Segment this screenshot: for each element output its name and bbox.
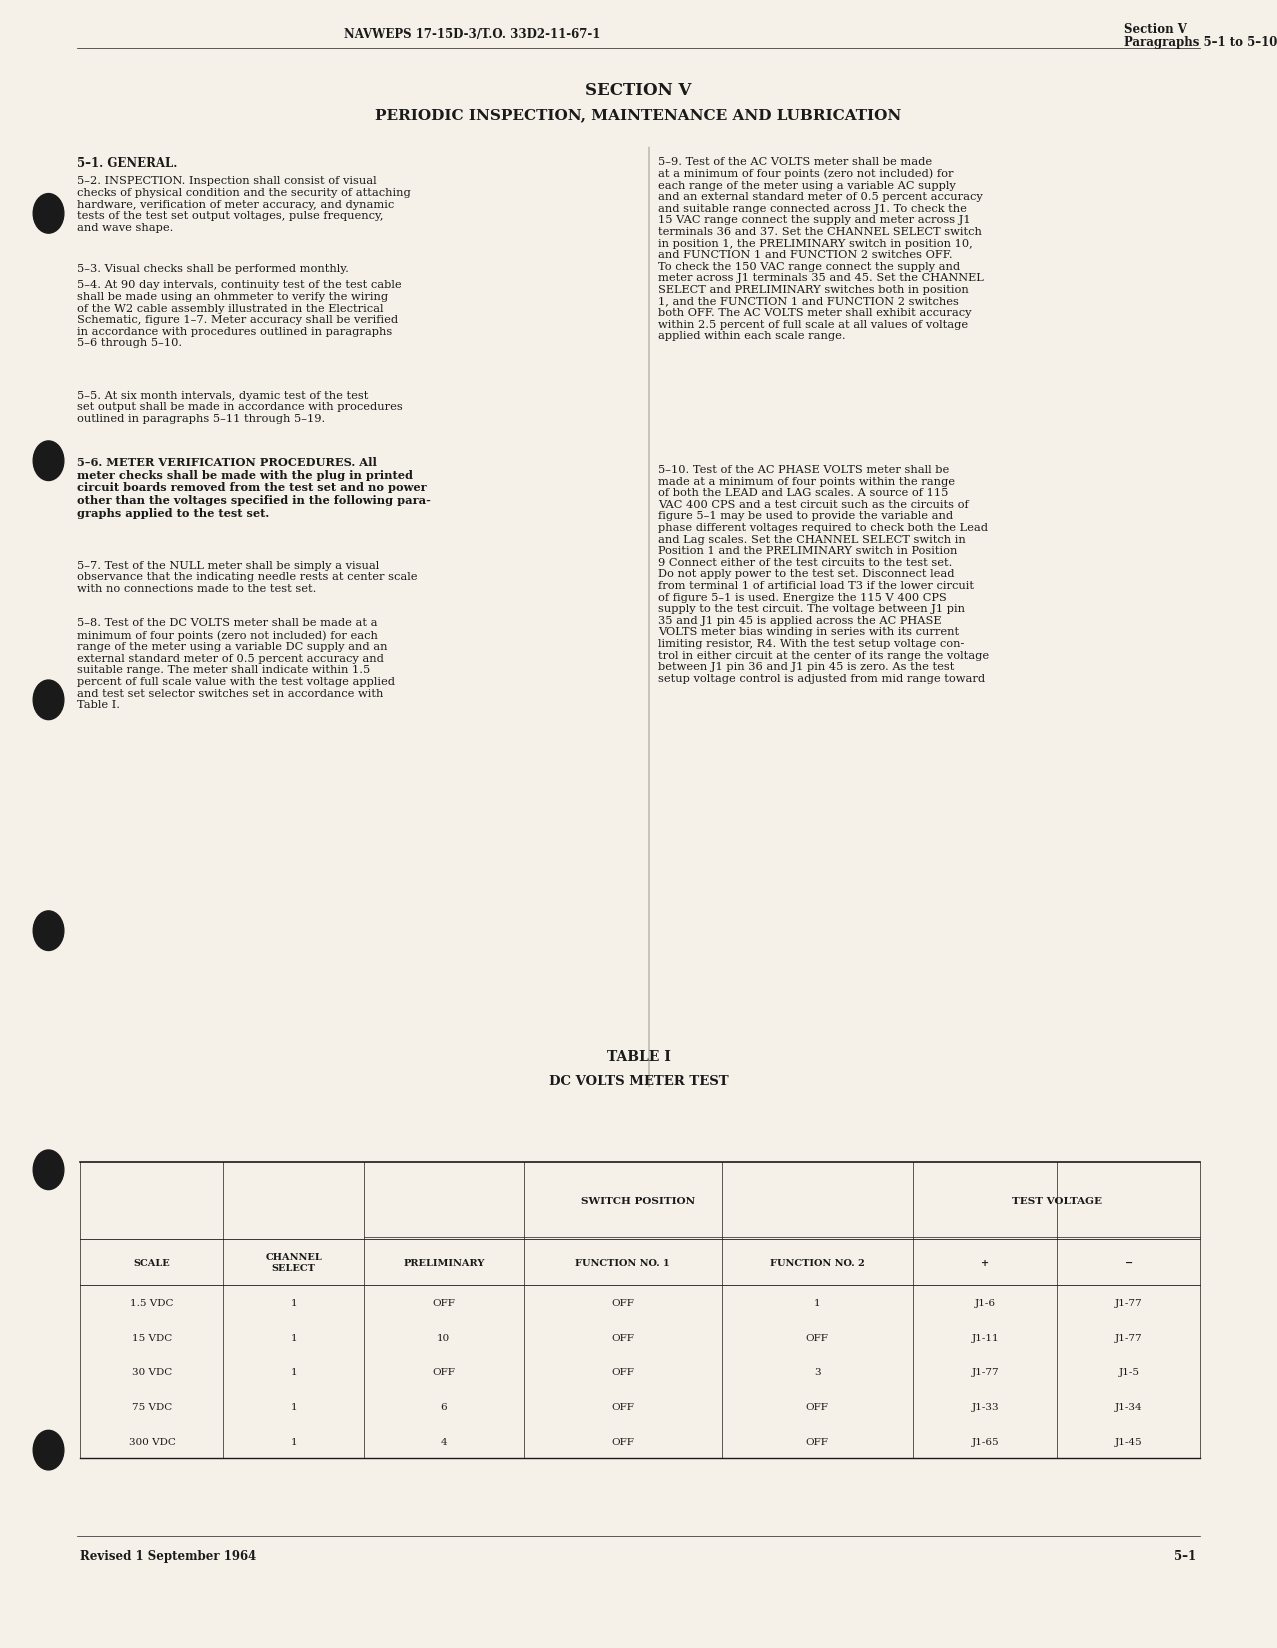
Text: J1-65: J1-65 [972,1437,999,1445]
Text: PERIODIC INSPECTION, MAINTENANCE AND LUBRICATION: PERIODIC INSPECTION, MAINTENANCE AND LUB… [375,109,902,122]
Circle shape [33,1430,64,1470]
Text: OFF: OFF [433,1299,455,1307]
Text: FUNCTION NO. 1: FUNCTION NO. 1 [575,1257,670,1267]
Text: TEST VOLTAGE: TEST VOLTAGE [1011,1196,1102,1205]
Text: 1: 1 [290,1402,298,1411]
Text: OFF: OFF [433,1368,455,1376]
Text: 1: 1 [290,1333,298,1341]
Text: J1-34: J1-34 [1115,1402,1143,1411]
Text: OFF: OFF [612,1299,633,1307]
Text: −: − [1125,1257,1133,1267]
Text: TABLE I: TABLE I [607,1050,670,1063]
Text: J1-45: J1-45 [1115,1437,1143,1445]
Text: 1.5 VDC: 1.5 VDC [130,1299,174,1307]
Text: OFF: OFF [806,1402,829,1411]
Text: J1-6: J1-6 [974,1299,996,1307]
Circle shape [33,442,64,481]
Text: NAVWEPS 17-15D-3/T.O. 33D2-11-67-1: NAVWEPS 17-15D-3/T.O. 33D2-11-67-1 [345,28,600,41]
Text: 75 VDC: 75 VDC [132,1402,172,1411]
Text: 5–5. At six month intervals, dyamic test of the test
set output shall be made in: 5–5. At six month intervals, dyamic test… [77,391,402,424]
Text: CHANNEL
SELECT: CHANNEL SELECT [266,1252,322,1272]
Text: 5–3. Visual checks shall be performed monthly.: 5–3. Visual checks shall be performed mo… [77,264,349,274]
Text: J1-77: J1-77 [1115,1333,1143,1341]
Text: FUNCTION NO. 2: FUNCTION NO. 2 [770,1257,865,1267]
Text: SCALE: SCALE [134,1257,170,1267]
Text: OFF: OFF [806,1437,829,1445]
Text: PRELIMINARY: PRELIMINARY [404,1257,484,1267]
Text: J1-77: J1-77 [972,1368,999,1376]
Circle shape [33,681,64,720]
Text: 5–9. Test of the AC VOLTS meter shall be made
at a minimum of four points (zero : 5–9. Test of the AC VOLTS meter shall be… [658,157,983,341]
Text: OFF: OFF [806,1333,829,1341]
Text: 1: 1 [813,1299,821,1307]
Text: +: + [981,1257,990,1267]
Text: 5–4. At 90 day intervals, continuity test of the test cable
shall be made using : 5–4. At 90 day intervals, continuity tes… [77,280,401,348]
Text: 4: 4 [441,1437,447,1445]
Text: J1-33: J1-33 [972,1402,999,1411]
Text: 1: 1 [290,1437,298,1445]
Text: 5–10. Test of the AC PHASE VOLTS meter shall be
made at a minimum of four points: 5–10. Test of the AC PHASE VOLTS meter s… [658,465,988,684]
Text: 15 VDC: 15 VDC [132,1333,172,1341]
Text: SWITCH POSITION: SWITCH POSITION [581,1196,696,1205]
Text: OFF: OFF [612,1402,633,1411]
Text: OFF: OFF [612,1368,633,1376]
Text: 5–1. GENERAL.: 5–1. GENERAL. [77,157,178,170]
Text: Section V: Section V [1124,23,1186,36]
Text: 1: 1 [290,1368,298,1376]
Text: 5–7. Test of the NULL meter shall be simply a visual
observance that the indicat: 5–7. Test of the NULL meter shall be sim… [77,560,418,593]
Text: 5–8. Test of the DC VOLTS meter shall be made at a
minimum of four points (zero : 5–8. Test of the DC VOLTS meter shall be… [77,618,395,710]
Text: SECTION V: SECTION V [585,82,692,99]
Text: 3: 3 [813,1368,821,1376]
Circle shape [33,1150,64,1190]
Text: OFF: OFF [612,1333,633,1341]
Text: J1-77: J1-77 [1115,1299,1143,1307]
Text: 10: 10 [437,1333,451,1341]
Text: 30 VDC: 30 VDC [132,1368,172,1376]
Text: 5–6. METER VERIFICATION PROCEDURES. All
meter checks shall be made with the plug: 5–6. METER VERIFICATION PROCEDURES. All … [77,456,430,519]
Text: J1-5: J1-5 [1119,1368,1139,1376]
Text: 5–2. INSPECTION. Inspection shall consist of visual
checks of physical condition: 5–2. INSPECTION. Inspection shall consis… [77,176,410,232]
Text: OFF: OFF [612,1437,633,1445]
Text: 5–1: 5–1 [1175,1549,1197,1562]
Text: Revised 1 September 1964: Revised 1 September 1964 [80,1549,257,1562]
Circle shape [33,911,64,951]
Circle shape [33,194,64,234]
Text: 300 VDC: 300 VDC [129,1437,175,1445]
Text: J1-11: J1-11 [972,1333,999,1341]
Text: 6: 6 [441,1402,447,1411]
Text: DC VOLTS METER TEST: DC VOLTS METER TEST [549,1074,728,1088]
Text: 1: 1 [290,1299,298,1307]
Text: Paragraphs 5–1 to 5–10: Paragraphs 5–1 to 5–10 [1124,36,1277,49]
